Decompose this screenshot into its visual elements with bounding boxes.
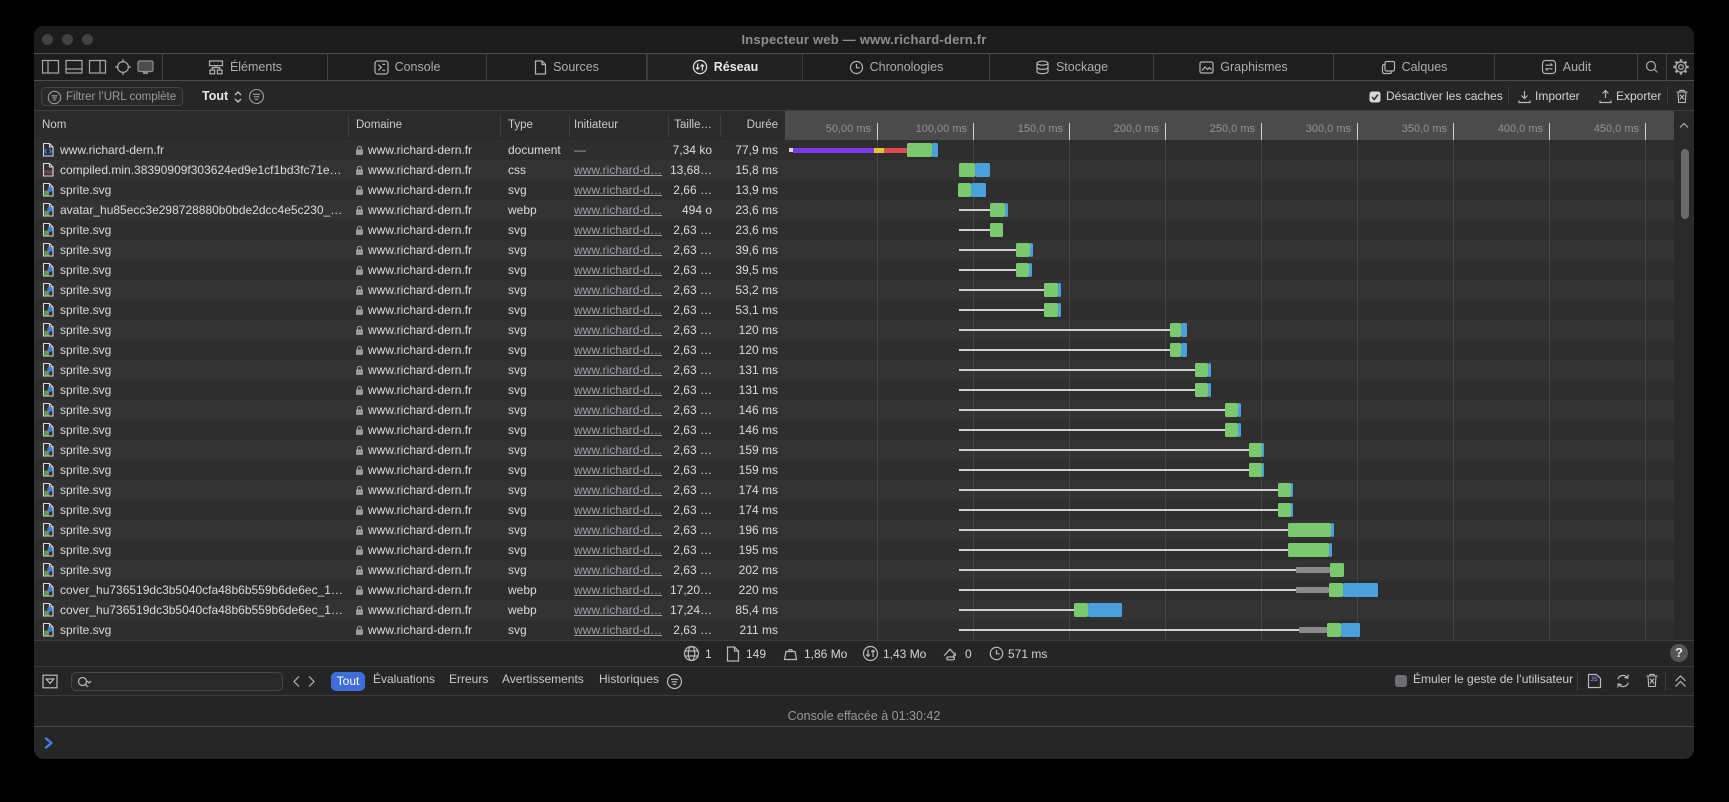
svg-text:JS: JS bbox=[1590, 677, 1597, 683]
svg-text:css: css bbox=[44, 170, 53, 176]
